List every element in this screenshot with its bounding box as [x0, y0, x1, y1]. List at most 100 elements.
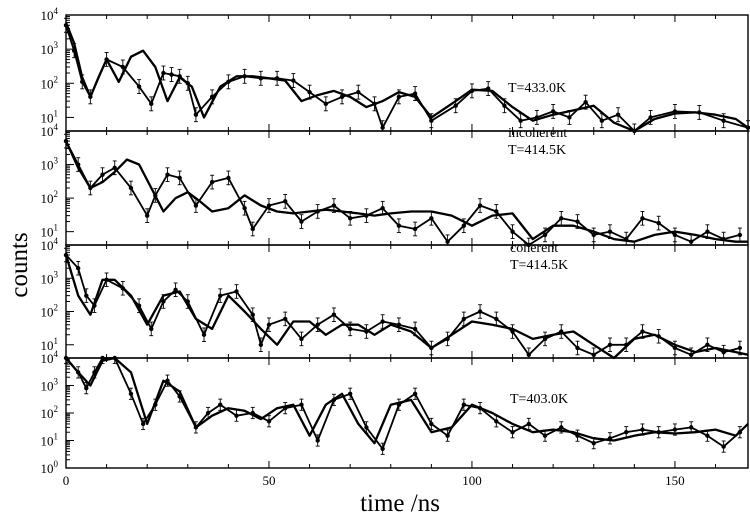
data-point — [339, 94, 345, 100]
data-point — [721, 444, 726, 449]
y-tick-label: 103 — [41, 156, 59, 173]
data-point — [559, 216, 564, 221]
data-point — [218, 402, 223, 407]
y-tick-exponent: 1 — [54, 108, 59, 118]
y-tick-base: 10 — [41, 461, 54, 476]
y-tick-label: 100 — [41, 459, 59, 476]
data-point — [591, 440, 596, 446]
data-point — [445, 239, 450, 244]
y-tick-base: 10 — [41, 225, 54, 240]
data-point — [112, 165, 117, 171]
y-tick-label: 101 — [41, 336, 59, 353]
data-point — [283, 199, 288, 204]
data-point — [648, 115, 653, 120]
data-point — [226, 175, 231, 181]
data-point — [149, 326, 154, 332]
data-point — [461, 316, 467, 322]
x-axis-title: time /ns — [360, 490, 440, 517]
data-point — [242, 205, 247, 211]
data-point — [567, 115, 572, 120]
y-axis-title: counts — [6, 232, 33, 297]
data-point — [705, 433, 710, 438]
y-tick-label: 102 — [41, 404, 59, 421]
y-tick-exponent: 2 — [54, 74, 59, 84]
data-point — [591, 352, 596, 357]
y-tick-exponent: 0 — [54, 459, 59, 469]
data-point — [205, 410, 211, 416]
data-point — [396, 223, 402, 228]
data-point — [258, 342, 264, 347]
y-tick-label: 104 — [41, 349, 59, 366]
data-point — [84, 385, 89, 391]
data-point — [266, 419, 272, 424]
fit-curve — [65, 356, 749, 445]
data-point — [583, 99, 588, 105]
data-point — [599, 118, 605, 123]
data-point — [100, 172, 105, 177]
data-point — [640, 427, 645, 432]
data-point — [461, 223, 467, 228]
y-tick-label: 101 — [41, 223, 59, 240]
data-point — [331, 312, 337, 317]
data-point — [266, 203, 272, 208]
data-point — [161, 70, 166, 76]
data-point — [412, 391, 418, 396]
y-tick-exponent: 3 — [54, 269, 59, 279]
data-point — [526, 242, 531, 248]
y-tick-label: 102 — [41, 303, 59, 320]
data-point — [173, 287, 178, 292]
x-tick-label: 100 — [462, 473, 482, 488]
data-point — [705, 229, 710, 234]
data-point — [299, 336, 304, 342]
data-point — [624, 430, 629, 435]
data-point — [149, 101, 154, 107]
data-point — [502, 103, 507, 108]
y-tick-base: 10 — [41, 351, 54, 366]
data-point — [615, 112, 621, 117]
y-tick-base: 10 — [41, 110, 54, 125]
data-point — [140, 421, 146, 427]
data-trace — [65, 357, 741, 450]
data-point — [331, 203, 337, 208]
data-point — [347, 326, 353, 332]
y-tick-exponent: 1 — [54, 336, 59, 346]
data-point — [705, 342, 710, 347]
data-point — [550, 109, 556, 114]
fit-curve — [64, 140, 748, 243]
y-tick-base: 10 — [41, 434, 54, 449]
data-point — [218, 293, 223, 298]
data-point — [542, 232, 548, 238]
y-tick-base: 10 — [41, 406, 54, 421]
y-tick-base: 10 — [41, 42, 54, 57]
data-point — [380, 125, 385, 130]
data-point — [193, 203, 199, 208]
y-tick-exponent: 2 — [54, 404, 59, 414]
data-point — [737, 345, 743, 351]
panel-annotation: T=414.5K — [510, 258, 568, 273]
data-point — [299, 402, 304, 407]
panel-annotation: T=414.5K — [508, 143, 566, 158]
data-point — [688, 425, 694, 430]
data-point — [672, 345, 678, 351]
data-point — [656, 220, 661, 226]
data-point — [165, 172, 170, 177]
y-tick-exponent: 4 — [54, 122, 59, 132]
y-tick-base: 10 — [41, 8, 54, 23]
y-tick-label: 103 — [41, 40, 59, 57]
y-tick-base: 10 — [41, 124, 54, 139]
fit-curve — [64, 254, 749, 360]
y-tick-label: 104 — [41, 122, 59, 139]
data-point — [737, 232, 743, 238]
x-tick-label: 50 — [262, 473, 275, 488]
panel-annotation: coherent — [510, 241, 558, 256]
data-point — [136, 84, 142, 89]
data-point — [575, 345, 580, 351]
data-point — [120, 64, 126, 70]
data-point — [510, 229, 515, 234]
y-tick-base: 10 — [41, 338, 54, 353]
data-point — [380, 205, 385, 211]
data-point — [477, 203, 483, 208]
data-point — [640, 216, 645, 221]
data-point — [250, 226, 255, 232]
y-tick-base: 10 — [41, 305, 54, 320]
